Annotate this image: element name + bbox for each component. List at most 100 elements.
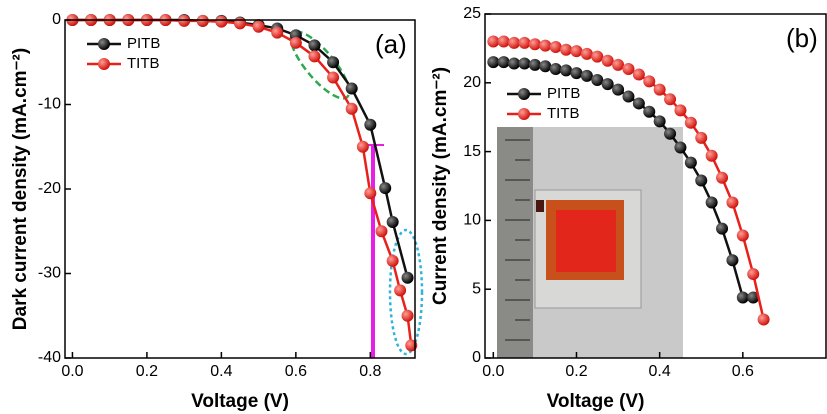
data-point	[622, 63, 635, 76]
data-point	[622, 90, 635, 103]
data-point	[508, 57, 521, 70]
panel-label: (b)	[786, 23, 818, 53]
data-point	[736, 291, 749, 304]
photo-inset	[497, 127, 683, 358]
data-point	[716, 222, 729, 235]
x-tick-label: 0.2	[565, 363, 587, 380]
data-point	[591, 74, 604, 87]
data-point	[401, 271, 414, 284]
data-point	[497, 35, 510, 48]
data-point	[643, 75, 656, 88]
data-point	[518, 57, 531, 70]
y-axis-label: Current density (mA.cm⁻²)	[430, 67, 451, 305]
panel-label: (a)	[375, 29, 407, 59]
data-point	[196, 14, 209, 27]
data-point	[345, 82, 358, 95]
x-tick-label: 0.0	[482, 363, 504, 380]
data-point	[375, 225, 388, 238]
plot-frame	[64, 19, 416, 359]
y-tick-label: 25	[463, 5, 481, 22]
x-tick-label: 0.4	[210, 363, 232, 380]
x-tick-label: 0.2	[136, 363, 158, 380]
y-tick-label: -30	[38, 265, 61, 282]
x-tick-label: 0.4	[649, 363, 671, 380]
y-tick-label: 15	[463, 143, 481, 160]
data-point	[508, 36, 521, 49]
data-point	[308, 39, 321, 52]
data-point	[580, 47, 593, 60]
y-tick-label: 5	[472, 280, 481, 297]
data-point	[684, 156, 697, 169]
data-point	[591, 50, 604, 63]
data-point	[747, 268, 760, 281]
data-point	[757, 313, 770, 326]
data-point	[643, 105, 656, 118]
data-point	[386, 254, 399, 267]
x-tick-label: 0.6	[732, 363, 754, 380]
x-axis-label: Voltage (V)	[191, 391, 289, 412]
x-axis-label: Voltage (V)	[547, 391, 645, 412]
data-point	[664, 93, 677, 106]
data-point	[497, 56, 510, 69]
data-point	[401, 309, 414, 322]
data-point	[716, 171, 729, 184]
data-point	[386, 215, 399, 228]
data-point	[726, 196, 739, 209]
data-point	[632, 68, 645, 81]
data-point	[394, 284, 407, 297]
y-tick-label: 0	[472, 349, 481, 366]
data-point	[345, 102, 358, 115]
data-point	[549, 41, 562, 54]
legend-label: TITB	[127, 55, 160, 72]
legend-marker	[98, 58, 110, 70]
x-tick-label: 0.6	[285, 363, 307, 380]
data-point	[215, 15, 228, 28]
data-point	[364, 118, 377, 131]
data-point	[705, 196, 718, 209]
legend-marker	[98, 38, 110, 50]
legend-label: PITB	[127, 35, 160, 52]
y-tick-label: 20	[463, 74, 481, 91]
data-point	[695, 131, 708, 144]
legend-label: PITB	[547, 85, 580, 102]
data-point	[560, 64, 573, 77]
data-point	[601, 54, 614, 67]
data-point	[674, 104, 687, 117]
data-point	[487, 56, 500, 69]
legend-marker	[518, 108, 530, 120]
data-point	[539, 39, 552, 52]
data-point	[674, 141, 687, 154]
data-point	[736, 229, 749, 242]
x-tick-label: 0.8	[359, 363, 381, 380]
data-point	[528, 38, 541, 51]
data-point	[289, 36, 302, 49]
series-line	[72, 18, 413, 346]
highlight-ellipse	[388, 228, 424, 356]
data-point	[178, 14, 191, 27]
data-point	[580, 69, 593, 82]
data-point	[487, 35, 500, 48]
data-point	[570, 45, 583, 58]
data-point	[364, 187, 377, 200]
legend-label: TITB	[547, 105, 580, 122]
y-tick-label: -20	[38, 180, 61, 197]
data-point	[308, 50, 321, 63]
y-tick-label: -40	[38, 349, 61, 366]
data-point	[726, 254, 739, 267]
data-point	[560, 43, 573, 56]
data-point	[612, 83, 625, 96]
data-point	[327, 56, 340, 69]
y-tick-label: -10	[38, 96, 61, 113]
data-point	[570, 67, 583, 80]
data-point	[518, 36, 531, 49]
data-point	[695, 174, 708, 187]
legend-marker	[518, 88, 530, 100]
data-point	[271, 26, 284, 39]
data-point	[234, 17, 246, 30]
data-point	[252, 20, 265, 33]
data-point	[327, 71, 340, 84]
y-tick-label: 10	[463, 212, 481, 229]
plot-frame	[484, 13, 827, 359]
data-point	[612, 58, 625, 71]
